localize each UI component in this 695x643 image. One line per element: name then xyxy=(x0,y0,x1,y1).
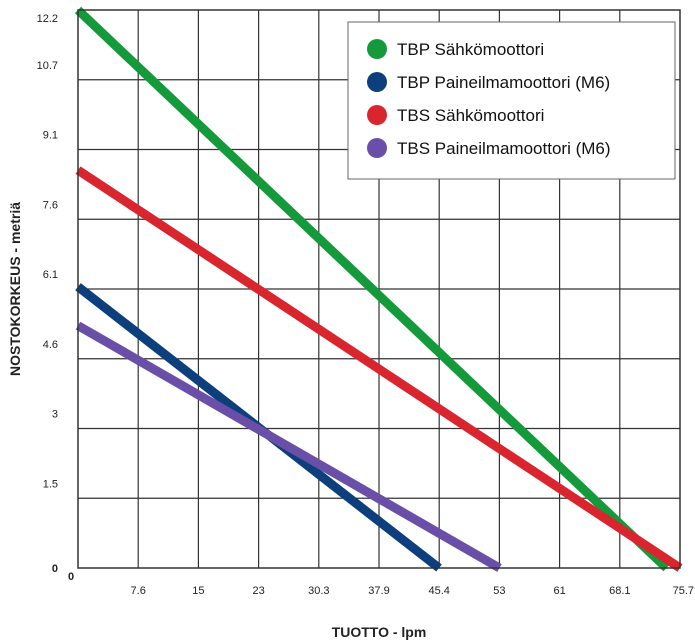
x-tick-labels: 0 7.6 15 23 30.3 37.9 45.4 53 61 68.1 75.7 xyxy=(68,571,694,597)
y-tick-label: 6.1 xyxy=(43,269,58,281)
legend-entry: TBS Sähkömoottori xyxy=(397,106,544,125)
series-line xyxy=(75,321,502,572)
legend-marker xyxy=(367,39,387,59)
legend-box xyxy=(347,21,676,180)
y-axis-title: NOSTOKORKEUS - metriä xyxy=(7,202,23,376)
x-tick-label: 7.6 xyxy=(131,585,146,597)
y-tick-label: 0 xyxy=(52,563,58,575)
legend-marker xyxy=(367,138,387,158)
x-tick-label: 53 xyxy=(493,585,505,597)
y-tick-label: 1.5 xyxy=(43,478,58,490)
x-tick-label: 0 xyxy=(68,571,74,583)
x-tick-label: 61 xyxy=(553,585,565,597)
x-tick-label: 75.7 xyxy=(673,585,694,597)
x-tick-label: 15 xyxy=(192,585,204,597)
legend-marker xyxy=(367,72,387,92)
legend: TBP Sähkömoottori TBP Paineilmamoottori (… xyxy=(347,21,676,180)
y-tick-label: 4.6 xyxy=(43,339,58,351)
x-tick-label: 37.9 xyxy=(368,585,389,597)
y-tick-label: 7.6 xyxy=(43,199,58,211)
series-lines xyxy=(74,6,683,572)
x-tick-label: 45.4 xyxy=(428,585,449,597)
y-tick-label: 9.1 xyxy=(43,130,58,142)
x-axis-title: TUOTTO - lpm xyxy=(332,624,427,640)
legend-entry: TBP Sähkömoottori xyxy=(397,40,544,59)
x-tick-label: 30.3 xyxy=(308,585,329,597)
y-tick-label: 3 xyxy=(52,409,58,421)
legend-entry: TBS Paineilmamoottori (M6) xyxy=(397,139,611,158)
y-tick-label: 10.7 xyxy=(37,60,58,72)
series-line xyxy=(75,166,683,572)
legend-marker xyxy=(367,105,387,125)
legend-entry: TBP Paineilmamoottori (M6) xyxy=(397,73,610,92)
x-tick-label: 68.1 xyxy=(609,585,630,597)
series-line xyxy=(74,6,670,572)
y-tick-label: 12.2 xyxy=(37,13,58,25)
x-tick-label: 23 xyxy=(252,585,264,597)
y-tick-labels: 0 1.5 3 4.6 6.1 7.6 9.1 10.7 12.2 xyxy=(37,13,58,575)
plot-border xyxy=(77,9,681,569)
